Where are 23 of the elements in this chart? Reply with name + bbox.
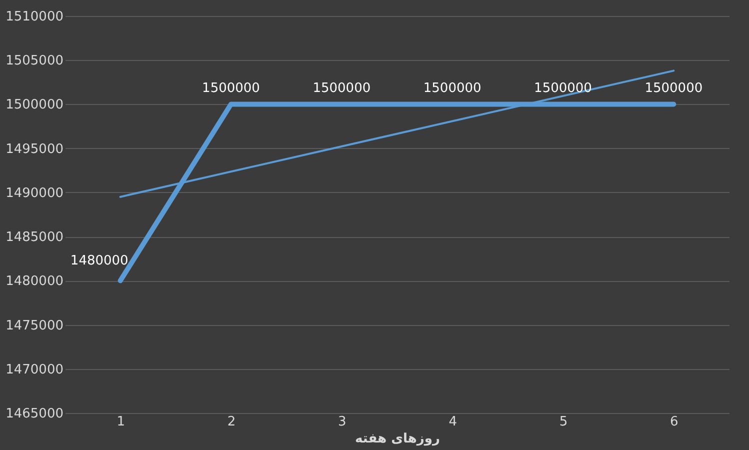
x-axis-title: روزهای هفته: [355, 432, 440, 446]
y-tick-label: 1490000: [6, 186, 64, 201]
data-label: 1500000: [312, 81, 371, 96]
y-tick-label: 1505000: [6, 54, 64, 69]
y-tick-label: 1500000: [6, 98, 64, 113]
y-tick-label: 1495000: [6, 142, 64, 157]
data-label: 1500000: [202, 81, 260, 96]
data-label: 1500000: [534, 81, 592, 96]
data-label: 1500000: [423, 81, 482, 96]
x-tick-label: 1: [116, 414, 125, 430]
y-tick-label: 1480000: [6, 274, 64, 290]
y-tick-label: 1510000: [6, 10, 64, 24]
x-tick-label: 6: [670, 414, 678, 430]
y-tick-label: 1470000: [6, 362, 64, 378]
x-tick-label: 3: [338, 414, 346, 430]
x-tick-label: 2: [227, 414, 236, 430]
data-label: 1500000: [644, 81, 703, 96]
y-tick-label: 1465000: [6, 406, 64, 422]
data-label: 1480000: [70, 254, 128, 269]
y-tick-label: 1485000: [6, 230, 64, 246]
y-tick-label: 1475000: [6, 318, 64, 334]
x-tick-label: 5: [559, 414, 568, 430]
x-tick-label: 4: [448, 414, 457, 430]
